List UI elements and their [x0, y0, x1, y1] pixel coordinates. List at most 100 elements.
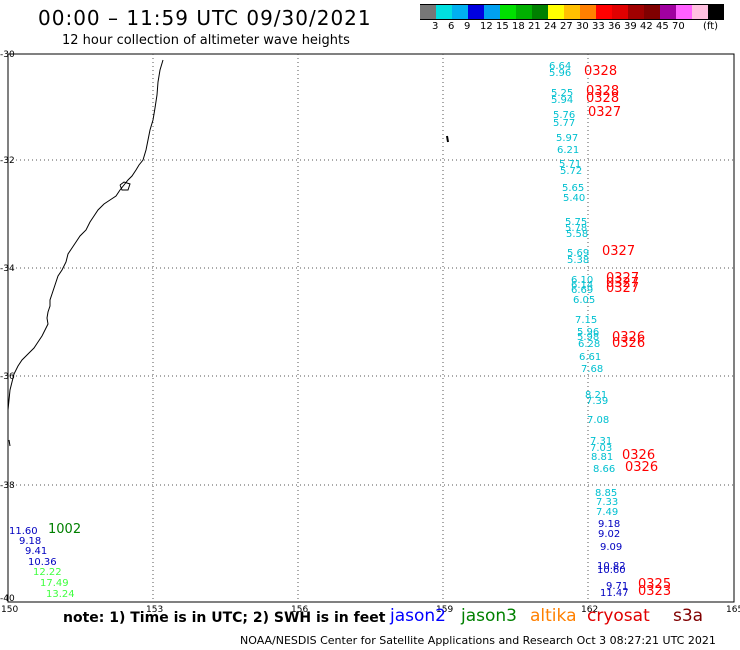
- wave-height-value: 6.05: [573, 295, 595, 306]
- coastline-detail: [119, 181, 131, 191]
- wave-height-value: 5.71: [559, 159, 581, 170]
- pass-time-value: 0326: [622, 448, 655, 463]
- legend-label: 70: [672, 21, 685, 32]
- island-mark: [446, 135, 449, 143]
- longitude-tick-labels: 150 153 156 159 162 165: [1, 605, 740, 615]
- wave-height-value: 9.02: [598, 529, 620, 540]
- lon-label: 156: [291, 605, 308, 615]
- wave-height-value: 6.21: [557, 145, 579, 156]
- legend-label: 45: [656, 21, 669, 32]
- wave-height-value: 10.82: [597, 561, 626, 572]
- legend-swatch: [516, 4, 532, 20]
- wave-height-value: 7.31: [590, 436, 612, 447]
- wave-height-value: 5.72: [560, 166, 582, 177]
- coastline: [7, 59, 164, 411]
- legend-swatch: [468, 4, 484, 20]
- legend-label: 12: [480, 21, 493, 32]
- legend-label: 27: [560, 21, 573, 32]
- satellite-cryosat: cryosat: [587, 606, 650, 626]
- legend-swatch: [660, 4, 676, 20]
- legend-label: 36: [608, 21, 621, 32]
- lon-label: 162: [581, 605, 598, 615]
- legend-swatch: [532, 4, 548, 20]
- wave-height-value: 7.03: [590, 443, 612, 454]
- satellite-jason2: jason2: [390, 606, 446, 626]
- wave-height-value: 11.47: [600, 588, 629, 599]
- pass-time-value: 0328: [586, 84, 619, 99]
- wave-height-value: 6.69: [571, 285, 593, 296]
- pass-time-value: 1002: [48, 522, 81, 537]
- legend-swatch: [564, 4, 580, 20]
- legend-label: 18: [512, 21, 525, 32]
- pass-time-value: 0326: [625, 460, 658, 475]
- pass-time-value: 0327: [606, 271, 639, 286]
- page-subtitle: 12 hour collection of altimeter wave hei…: [62, 33, 350, 48]
- pass-time-value: 0327: [588, 105, 621, 120]
- legend-swatch: [676, 4, 692, 20]
- satellite-altika: altika: [530, 606, 577, 626]
- legend-label: 21: [528, 21, 541, 32]
- lon-label: 159: [436, 605, 453, 615]
- wave-height-labels: 6.645.965.255.945.765.775.976.215.715.72…: [9, 61, 629, 600]
- wave-height-value: 7.08: [587, 415, 609, 426]
- wave-height-value: 9.18: [598, 519, 620, 530]
- legend-label: 15: [496, 21, 509, 32]
- pass-time-value: 0328: [584, 64, 617, 79]
- map-grid: [8, 54, 734, 602]
- lat-label: -38: [0, 481, 15, 491]
- lon-label: 153: [146, 605, 163, 615]
- wave-height-value: 5.38: [567, 255, 589, 266]
- legend-unit: (ft): [703, 21, 719, 32]
- wave-height-value: 6.61: [579, 352, 601, 363]
- wave-height-value: 9.71: [606, 581, 628, 592]
- legend-swatch: [436, 4, 452, 20]
- lon-label: 165: [726, 605, 740, 615]
- wave-height-value: 5.98: [577, 332, 599, 343]
- legend-swatch: [708, 4, 724, 20]
- lat-label: -40: [0, 594, 15, 604]
- footer-credit: NOAA/NESDIS Center for Satellite Applica…: [240, 634, 716, 647]
- wave-height-value: 8.66: [593, 464, 615, 475]
- wave-height-value: 6.14: [571, 280, 593, 291]
- legend-swatch: [500, 4, 516, 20]
- wave-height-value: 5.77: [553, 118, 575, 129]
- wave-height-value: 7.15: [575, 315, 597, 326]
- satellite-s3a: s3a: [673, 606, 704, 626]
- pass-time-value: 0326: [612, 336, 645, 351]
- pass-time-value: 0327: [606, 281, 639, 296]
- wave-height-value: 5.96: [577, 327, 599, 338]
- wave-height-value: 5.97: [556, 133, 578, 144]
- wave-height-value: 9.41: [25, 546, 47, 557]
- pass-time-value: 0323: [638, 584, 671, 599]
- legend-swatch: [692, 4, 708, 20]
- wave-height-value: 6.28: [578, 339, 600, 350]
- lat-label: -36: [0, 372, 15, 382]
- wave-height-value: 7.49: [596, 507, 618, 518]
- legend-label: 9: [464, 21, 471, 32]
- legend-label: 39: [624, 21, 637, 32]
- wave-height-value: 5.96: [549, 68, 571, 79]
- wave-height-value: 13.24: [46, 589, 75, 600]
- legend-swatch: [644, 4, 660, 20]
- wave-height-value: 5.75: [565, 217, 587, 228]
- footer-note: note: 1) Time is in UTC; 2) SWH is in fe…: [63, 610, 386, 626]
- wave-height-value: 5.25: [551, 88, 573, 99]
- wave-height-value: 8.85: [595, 488, 617, 499]
- legend-label: 33: [592, 21, 605, 32]
- lon-label: 150: [1, 605, 18, 615]
- wave-height-value: 8.21: [585, 390, 607, 401]
- wave-height-value: 10.36: [28, 557, 57, 568]
- legend-label: 30: [576, 21, 589, 32]
- wave-height-value: 5.76: [553, 110, 575, 121]
- wave-height-value: 9.18: [19, 536, 41, 547]
- pass-time-value: 0325: [638, 577, 671, 592]
- wave-height-value: 7.68: [581, 364, 603, 375]
- wave-height-value: 5.58: [566, 229, 588, 240]
- legend-swatch: [596, 4, 612, 20]
- legend-swatch: [548, 4, 564, 20]
- lat-label: -34: [0, 264, 15, 274]
- latitude-tick-labels: -30 -32 -34 -36 -38 -40: [0, 50, 15, 604]
- pass-time-value: 0327: [602, 244, 635, 259]
- wave-height-value: 7.39: [586, 396, 608, 407]
